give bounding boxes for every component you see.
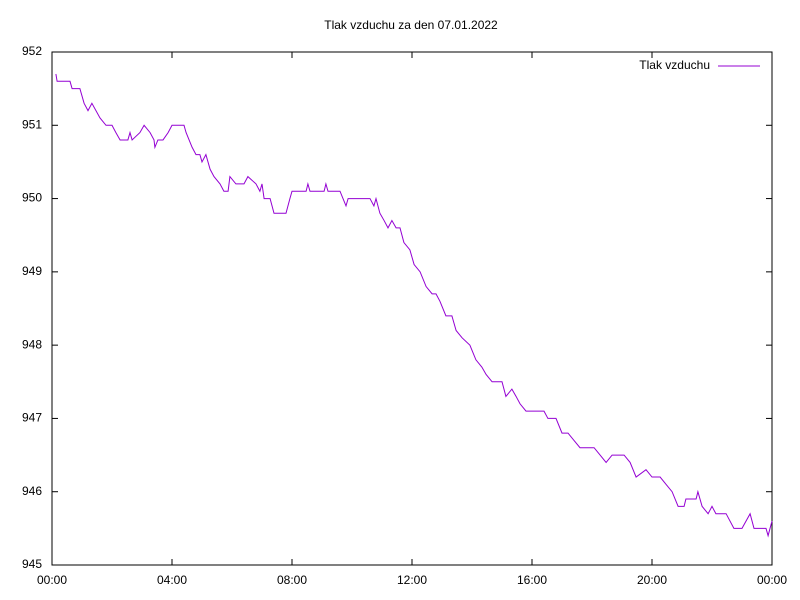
y-tick-label: 946 bbox=[22, 484, 42, 498]
y-tick-label: 951 bbox=[22, 117, 42, 131]
x-tick-label: 00:00 bbox=[37, 573, 67, 587]
x-tick-label: 20:00 bbox=[637, 573, 667, 587]
data-line bbox=[55, 73, 773, 538]
x-tick-label: 16:00 bbox=[517, 573, 547, 587]
y-tick-label: 949 bbox=[22, 264, 42, 278]
x-tick-label: 04:00 bbox=[157, 573, 187, 587]
x-tick-label: 00:00 bbox=[757, 573, 787, 587]
legend-label: Tlak vzduchu bbox=[639, 58, 710, 72]
y-tick-label: 950 bbox=[22, 191, 42, 205]
chart-title: Tlak vzduchu za den 07.01.2022 bbox=[324, 18, 498, 32]
x-tick-label: 12:00 bbox=[397, 573, 427, 587]
y-tick-label: 947 bbox=[22, 411, 42, 425]
y-tick-label: 945 bbox=[22, 557, 42, 571]
y-tick-label: 948 bbox=[22, 337, 42, 351]
x-tick-label: 08:00 bbox=[277, 573, 307, 587]
y-tick-label: 952 bbox=[22, 44, 42, 58]
